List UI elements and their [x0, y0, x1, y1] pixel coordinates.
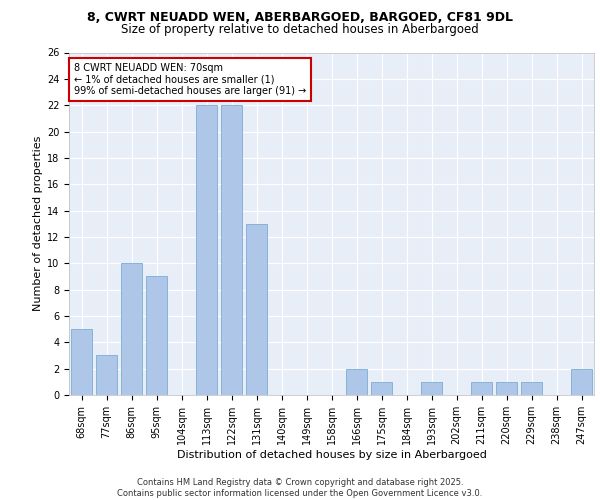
Bar [521, 382, 542, 395]
Bar [371, 382, 392, 395]
Text: 8, CWRT NEUADD WEN, ABERBARGOED, BARGOED, CF81 9DL: 8, CWRT NEUADD WEN, ABERBARGOED, BARGOED… [87, 11, 513, 24]
Bar [146, 276, 167, 395]
Bar [496, 382, 517, 395]
Bar [96, 356, 117, 395]
Text: Size of property relative to detached houses in Aberbargoed: Size of property relative to detached ho… [121, 22, 479, 36]
Bar [246, 224, 267, 395]
X-axis label: Distribution of detached houses by size in Aberbargoed: Distribution of detached houses by size … [176, 450, 487, 460]
Bar [121, 264, 142, 395]
Text: 8 CWRT NEUADD WEN: 70sqm
← 1% of detached houses are smaller (1)
99% of semi-det: 8 CWRT NEUADD WEN: 70sqm ← 1% of detache… [74, 63, 307, 96]
Bar [346, 368, 367, 395]
Bar [71, 329, 92, 395]
Text: Contains HM Land Registry data © Crown copyright and database right 2025.
Contai: Contains HM Land Registry data © Crown c… [118, 478, 482, 498]
Bar [471, 382, 492, 395]
Bar [196, 105, 217, 395]
Bar [421, 382, 442, 395]
Bar [221, 105, 242, 395]
Bar [571, 368, 592, 395]
Y-axis label: Number of detached properties: Number of detached properties [32, 136, 43, 312]
